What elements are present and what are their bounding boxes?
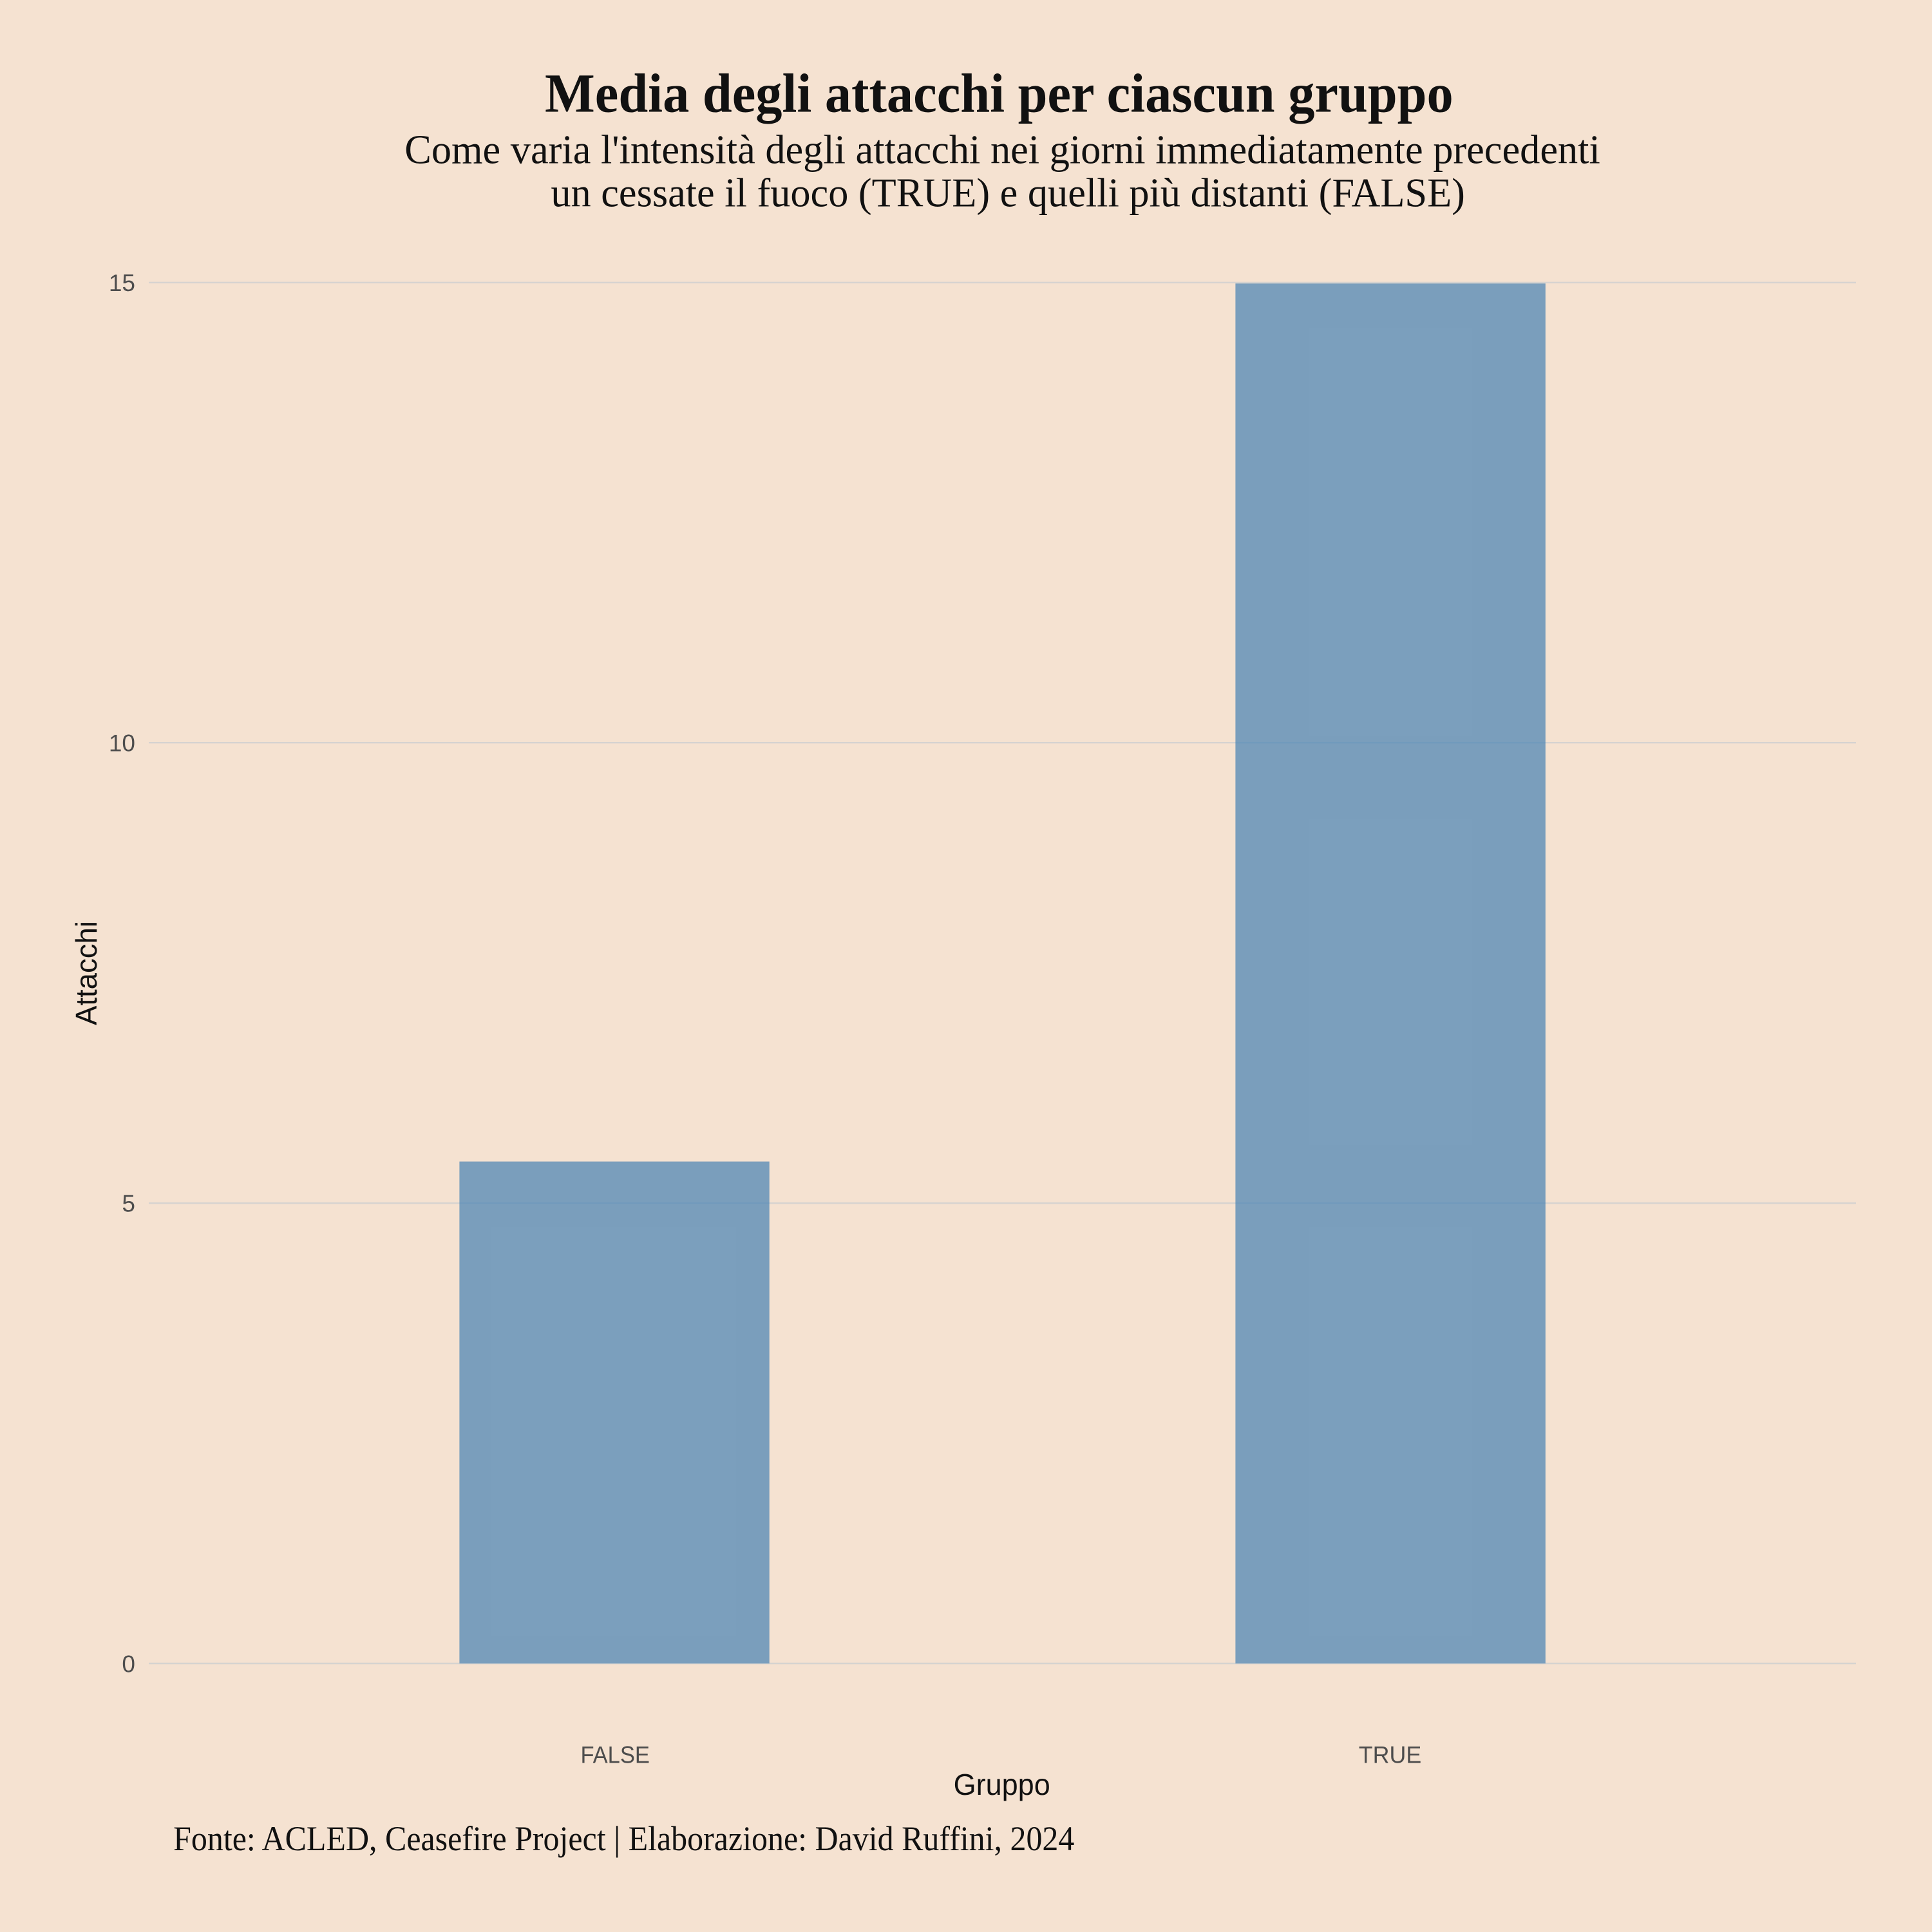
svg-text:Come varia l'intensità degli a: Come varia l'intensità degli attacchi ne… — [404, 127, 1600, 173]
svg-text:FALSE: FALSE — [580, 1741, 650, 1768]
svg-text:Media degli attacchi per ciasc: Media degli attacchi per ciascun gruppo — [545, 62, 1454, 124]
svg-text:TRUE: TRUE — [1359, 1741, 1421, 1768]
svg-text:10: 10 — [109, 730, 135, 757]
svg-text:Fonte: ACLED, Ceasefire Projec: Fonte: ACLED, Ceasefire Project | Elabor… — [173, 1819, 1074, 1858]
svg-text:5: 5 — [122, 1191, 135, 1217]
svg-text:Gruppo: Gruppo — [954, 1768, 1050, 1801]
svg-text:15: 15 — [109, 270, 135, 296]
svg-text:0: 0 — [122, 1651, 135, 1677]
svg-text:un cessate il fuoco (TRUE) e q: un cessate il fuoco (TRUE) e quelli più … — [551, 170, 1464, 216]
svg-text:Attacchi: Attacchi — [70, 921, 103, 1025]
